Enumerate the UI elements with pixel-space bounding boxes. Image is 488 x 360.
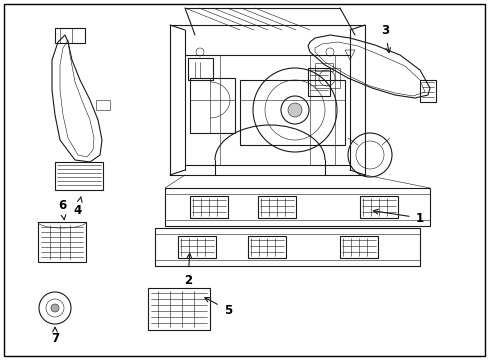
Bar	[258, 196, 295, 218]
Bar	[359, 196, 397, 218]
Bar	[190, 196, 227, 218]
Bar	[314, 63, 332, 71]
Text: 4: 4	[74, 197, 82, 216]
Text: 6: 6	[58, 198, 66, 220]
Bar	[190, 78, 235, 133]
Bar	[307, 68, 329, 96]
Bar	[240, 80, 345, 145]
Text: 7: 7	[51, 327, 59, 345]
Bar	[96, 100, 110, 110]
Circle shape	[51, 304, 59, 312]
Bar	[178, 236, 216, 258]
Text: 5: 5	[204, 298, 232, 316]
Bar	[187, 58, 213, 80]
Bar	[314, 68, 339, 88]
Text: 1: 1	[372, 209, 423, 225]
Bar	[55, 162, 103, 190]
Bar	[164, 188, 429, 226]
Bar	[339, 236, 377, 258]
Circle shape	[287, 103, 302, 117]
Bar	[247, 236, 285, 258]
Bar	[38, 222, 86, 262]
Bar	[419, 80, 435, 102]
Bar	[55, 28, 85, 43]
Text: 2: 2	[183, 253, 192, 287]
Text: 3: 3	[380, 23, 390, 53]
Bar	[148, 288, 209, 330]
Bar	[155, 228, 419, 266]
